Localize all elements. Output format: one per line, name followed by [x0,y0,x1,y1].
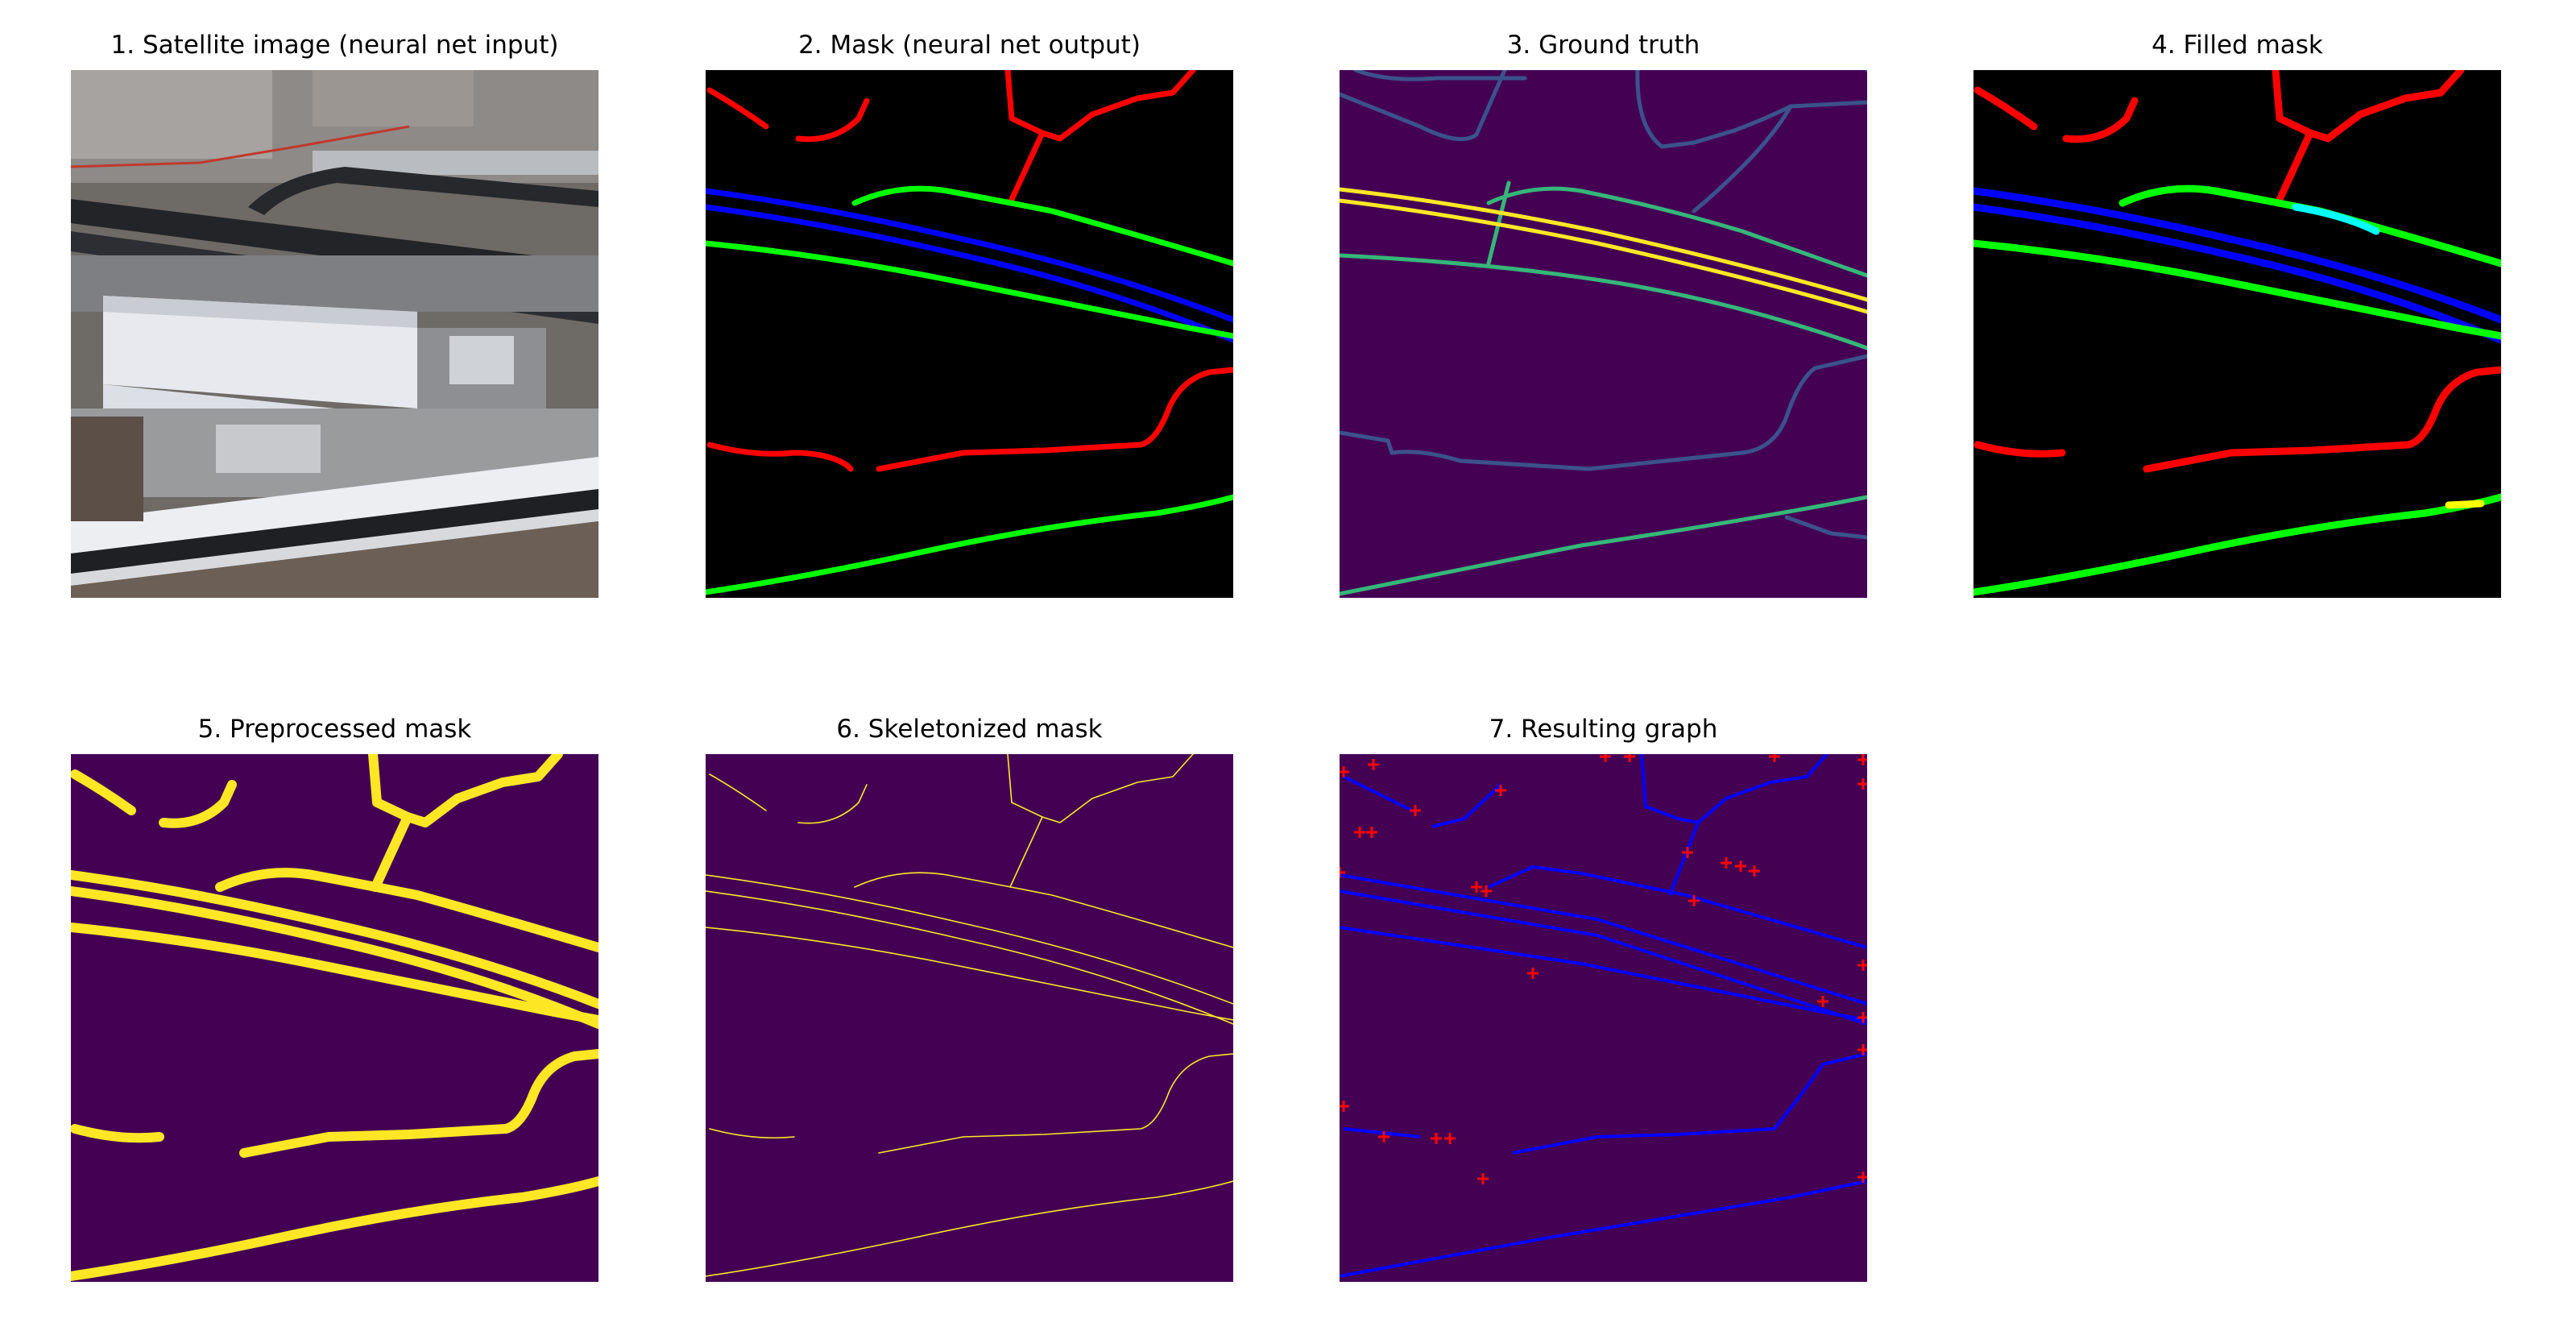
panel-title: 4. Filled mask [2151,31,2323,60]
filled-mask-image [1973,70,2501,598]
panel-title: 2. Mask (neural net output) [798,31,1141,60]
satellite-image [71,70,598,598]
panel-title: 3. Ground truth [1506,31,1700,60]
panel-title: 6. Skeletonized mask [836,715,1103,744]
preprocessed-mask-graphic [71,754,598,1282]
skeletonized-mask-image [706,754,1233,1282]
preprocessed-mask-image [71,754,598,1282]
panel-title: 5. Preprocessed mask [197,715,472,744]
panel-title: 7. Resulting graph [1489,715,1718,744]
mask-graphic [706,70,1233,598]
filled-mask-graphic [1973,70,2501,598]
ground-truth-graphic [1340,70,1867,598]
ground-truth-image [1340,70,1867,598]
resulting-graph-image [1340,754,1867,1282]
mask-image [706,70,1233,598]
graph-node-markers [1340,754,1867,1184]
panel-title: 1. Satellite image (neural net input) [110,31,559,60]
satellite-image-graphic [71,70,598,598]
resulting-graph-graphic [1340,754,1867,1282]
skeletonized-mask-graphic [706,754,1233,1282]
